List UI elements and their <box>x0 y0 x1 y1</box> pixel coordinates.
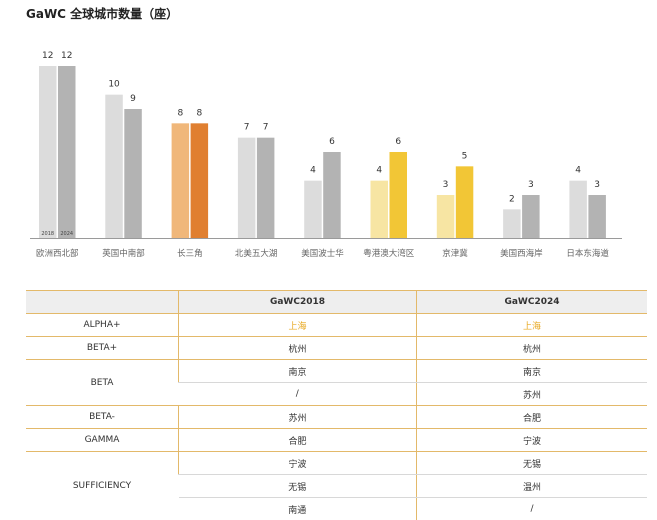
header-2024: GaWC2024 <box>417 291 648 314</box>
bar-2018-8 <box>569 181 587 238</box>
city-2024-cell: 合肥 <box>417 406 648 429</box>
table-row: BETA+ 杭州 杭州 <box>26 337 647 360</box>
bar-2018-6 <box>437 195 455 238</box>
data-label-2024-8: 3 <box>594 180 600 190</box>
data-label-2024-4: 6 <box>329 137 335 147</box>
data-label-2024-6: 5 <box>462 151 468 161</box>
bar-2018-2 <box>172 123 190 238</box>
category-label-5: 粤港澳大湾区 <box>363 248 415 259</box>
table-row: BETA 南京 南京 <box>26 360 647 383</box>
bar-2024-0 <box>58 66 76 238</box>
table-row: BETA- 苏州 合肥 <box>26 406 647 429</box>
series-label-2018: 2018 <box>41 231 54 237</box>
bar-2018-4 <box>304 181 322 238</box>
level-cell: ALPHA+ <box>26 314 179 337</box>
level-cell: BETA+ <box>26 337 179 360</box>
bar-chart: 12 2018 12 2024 欧洲西北部 10 9 英国中南部 8 8 长三角 7 7 北美五大湖 4 6 美… <box>0 0 657 270</box>
bar-2024-2 <box>191 123 209 238</box>
city-2018-cell: 合肥 <box>179 429 417 452</box>
category-label-7: 美国西海岸 <box>500 248 543 259</box>
level-cell: GAMMA <box>26 429 179 452</box>
city-2018-cell: 苏州 <box>179 406 417 429</box>
data-label-2018-2: 8 <box>177 108 183 118</box>
category-label-2: 长三角 <box>177 248 203 259</box>
data-label-2018-5: 4 <box>376 166 382 176</box>
city-2024-cell: 宁波 <box>417 429 648 452</box>
data-label-2018-7: 2 <box>509 194 515 204</box>
bar-2024-4 <box>323 152 341 238</box>
city-2018-cell: 无锡 <box>179 475 417 498</box>
city-2018-cell: 南京 <box>179 360 417 383</box>
data-label-2018-0: 12 <box>42 51 53 61</box>
level-cell: BETA <box>26 360 179 406</box>
data-label-2024-5: 6 <box>395 137 401 147</box>
city-2018-cell: 杭州 <box>179 337 417 360</box>
bar-2018-1 <box>105 95 123 238</box>
data-label-2018-1: 10 <box>108 80 120 90</box>
data-label-2024-1: 9 <box>130 94 136 104</box>
table-row: GAMMA 合肥 宁波 <box>26 429 647 452</box>
data-label-2024-2: 8 <box>196 108 202 118</box>
level-cell: BETA- <box>26 406 179 429</box>
data-label-2018-6: 3 <box>443 180 449 190</box>
category-label-8: 日本东海道 <box>566 248 609 259</box>
category-label-3: 北美五大湖 <box>235 248 278 259</box>
category-label-6: 京津冀 <box>442 248 468 259</box>
header-blank <box>26 291 179 314</box>
city-2024-cell: 无锡 <box>417 452 648 475</box>
bar-2018-5 <box>371 181 389 238</box>
header-2018: GaWC2018 <box>179 291 417 314</box>
city-2024-cell: 上海 <box>417 314 648 337</box>
bar-2018-7 <box>503 209 520 238</box>
series-label-2024: 2024 <box>60 231 73 237</box>
category-label-0: 欧洲西北部 <box>36 248 79 259</box>
category-label-1: 英国中南部 <box>102 248 145 259</box>
bar-2024-6 <box>456 166 474 238</box>
bar-2024-1 <box>124 109 142 238</box>
city-2018-cell: 宁波 <box>179 452 417 475</box>
level-cell: SUFFICIENCY <box>26 452 179 520</box>
city-2024-cell: 苏州 <box>417 383 648 406</box>
city-2024-cell: 温州 <box>417 475 648 498</box>
bar-2024-3 <box>257 138 275 238</box>
bar-2018-0 <box>39 66 57 238</box>
table-header-row: GaWC2018 GaWC2024 <box>26 291 647 314</box>
data-label-2018-3: 7 <box>244 123 250 133</box>
city-2018-cell: 上海 <box>179 314 417 337</box>
table-row: ALPHA+ 上海 上海 <box>26 314 647 337</box>
bar-2018-3 <box>238 138 256 238</box>
city-2024-cell: 南京 <box>417 360 648 383</box>
bar-2024-7 <box>522 195 540 238</box>
bar-2024-5 <box>390 152 408 238</box>
table-row: SUFFICIENCY 宁波 无锡 <box>26 452 647 475</box>
data-label-2024-0: 12 <box>61 51 72 61</box>
gawc-table: GaWC2018 GaWC2024 ALPHA+ 上海 上海 BETA+ 杭州 … <box>26 290 647 520</box>
city-2024-cell: 杭州 <box>417 337 648 360</box>
data-label-2018-4: 4 <box>310 166 316 176</box>
data-label-2024-7: 3 <box>528 180 534 190</box>
data-label-2018-8: 4 <box>575 166 581 176</box>
bar-2024-8 <box>588 195 606 238</box>
category-label-4: 美国波士华 <box>301 248 344 259</box>
city-2018-cell: / <box>179 383 417 406</box>
data-label-2024-3: 7 <box>263 123 269 133</box>
